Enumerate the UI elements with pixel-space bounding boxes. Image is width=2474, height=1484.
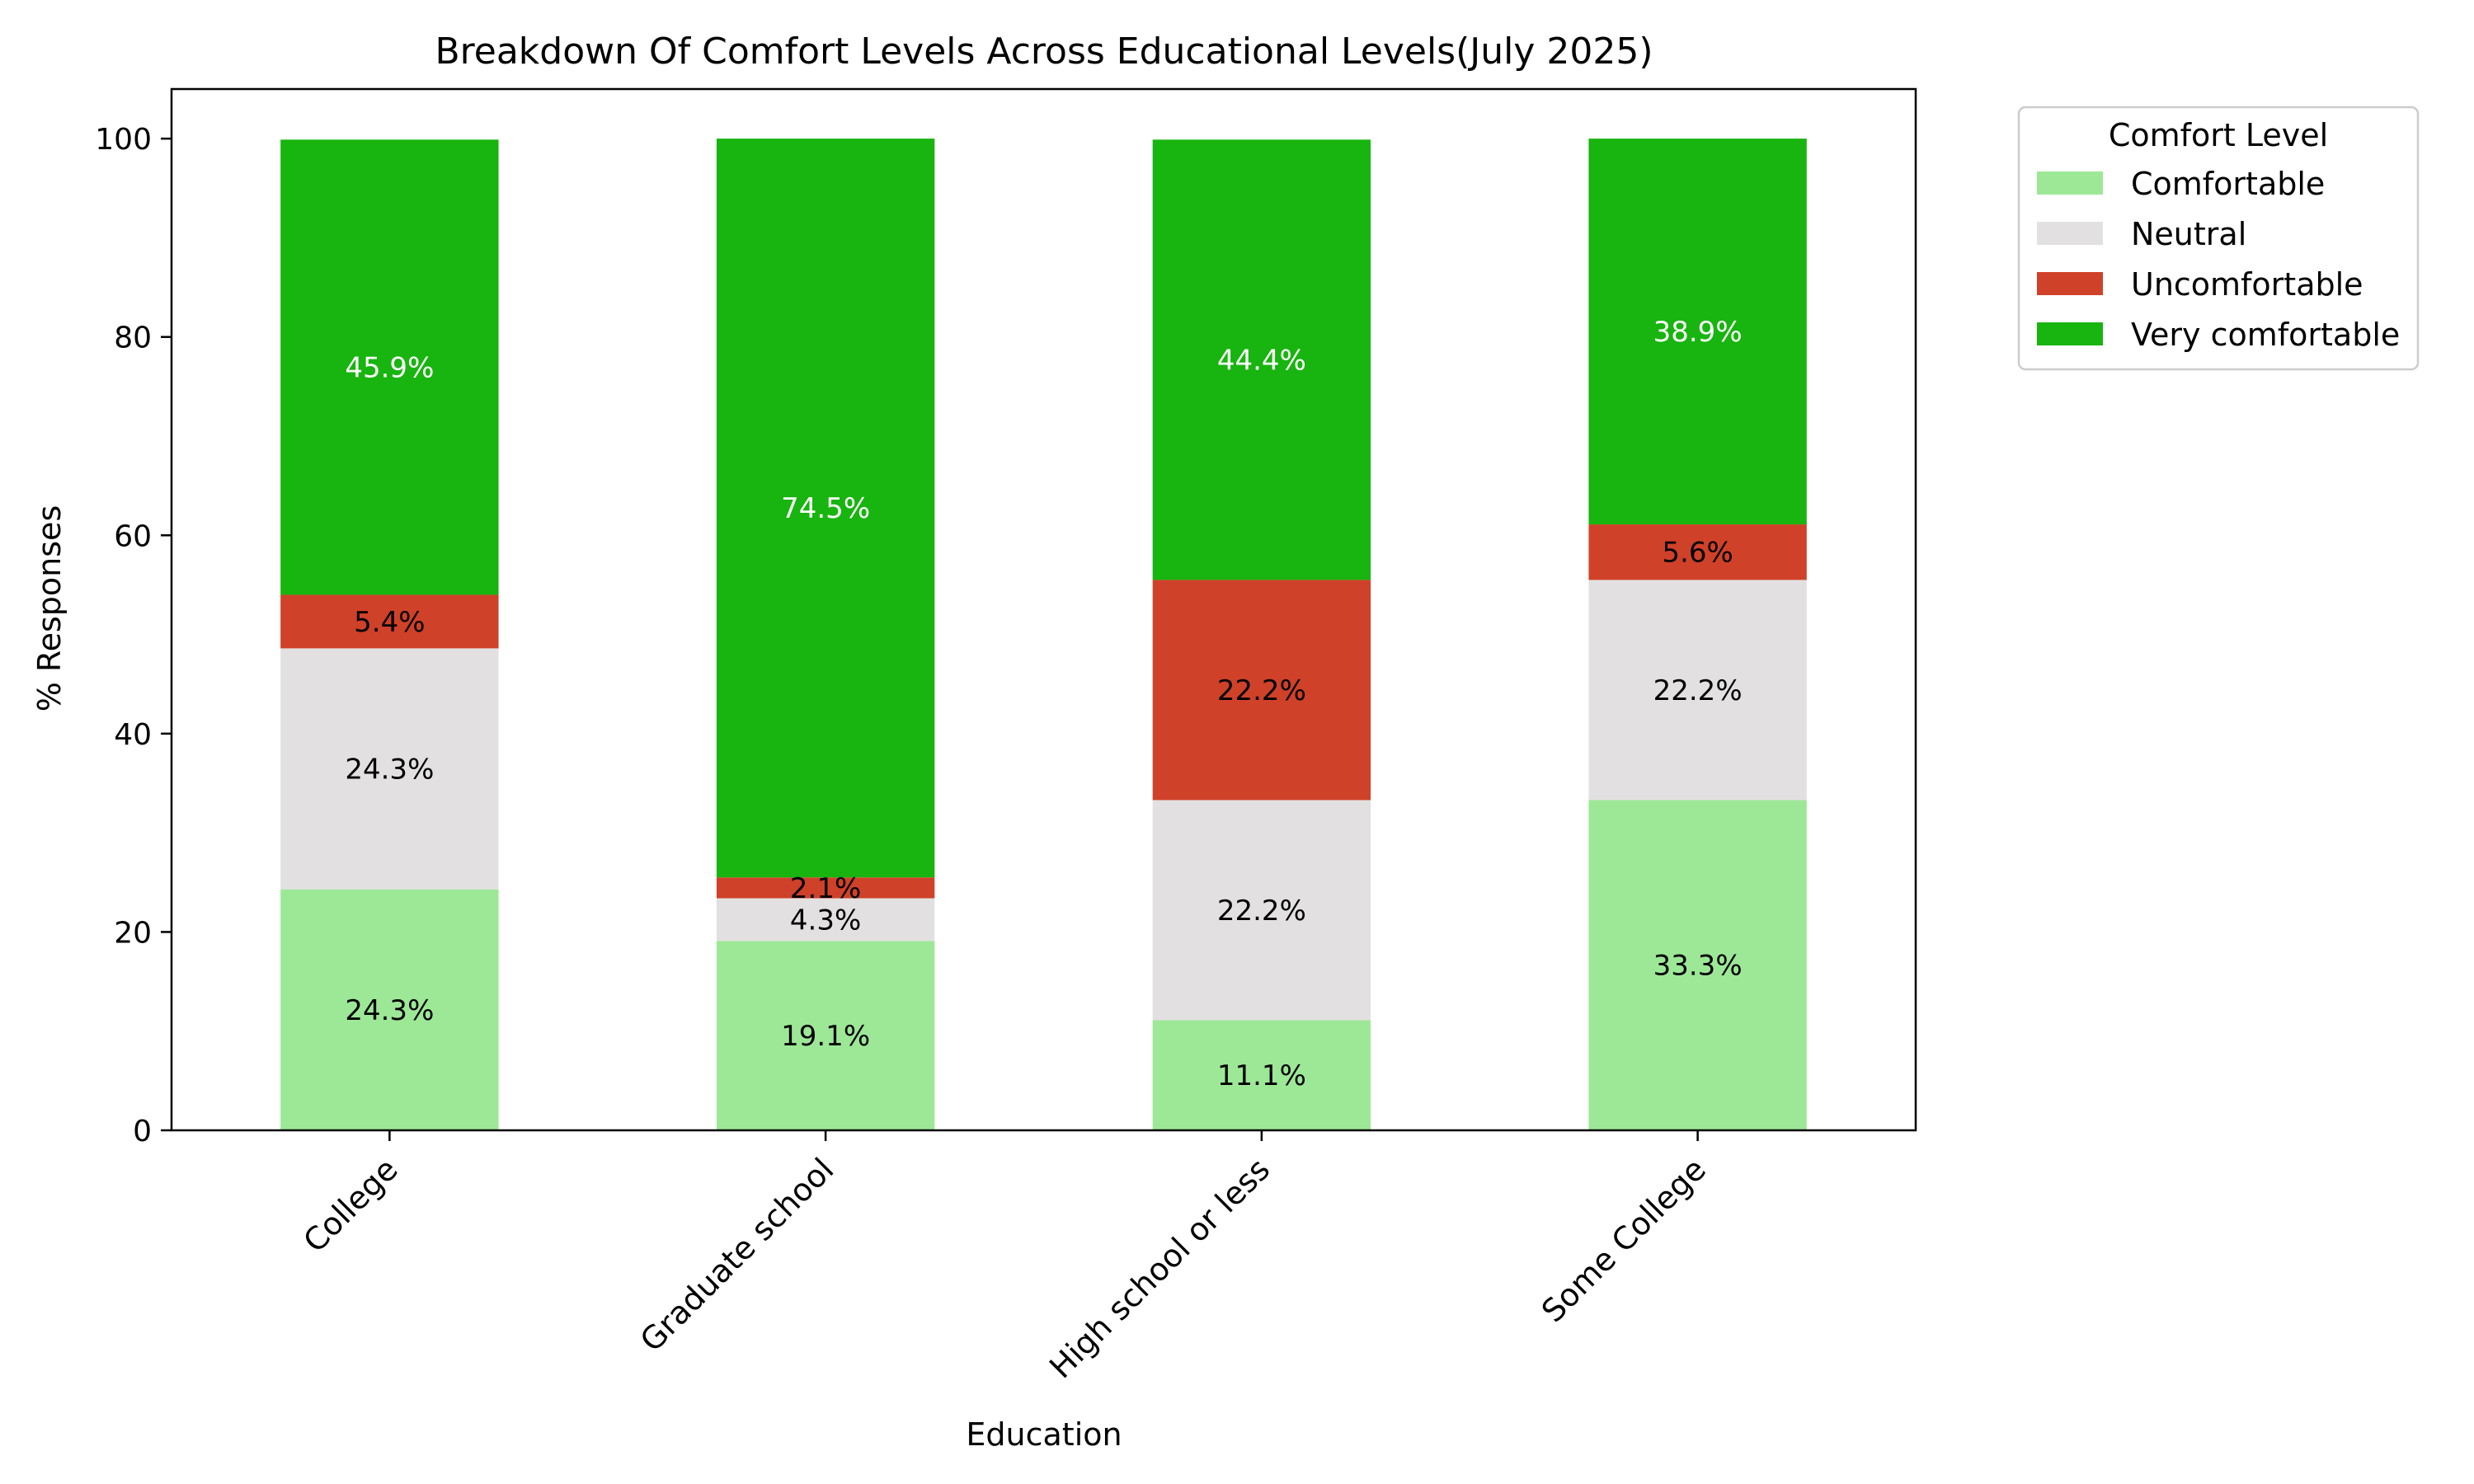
y-axis: 0 20 40 60 80 100: [95, 123, 172, 1148]
data-label-uncomfortable-graduate-school: 2.1%: [790, 872, 861, 905]
bar-neutral-graduate-school: [716, 898, 935, 942]
data-label-neutral-college: 24.3%: [345, 754, 434, 787]
data-label-very-comfortable-graduate-school: 74.5%: [781, 492, 870, 525]
bar-uncomfortable-graduate-school: [716, 877, 935, 899]
bar-neutral-high-school-or-less: [1152, 800, 1371, 1021]
data-label-uncomfortable-high-school-or-less: 22.2%: [1217, 674, 1306, 707]
legend-swatch-uncomfortable: [2037, 272, 2103, 295]
bar-labels-layer: 24.3% 24.3% 5.4% 45.9% 19.1% 4.3%2.1% 74.5% 11.…: [345, 316, 1742, 1092]
legend: Comfort Level Comfortable Neutral Uncomfor…: [2017, 106, 2420, 371]
data-label-comfortable-some-college: 33.3%: [1653, 950, 1743, 983]
data-label-comfortable-graduate-school: 19.1%: [781, 1020, 870, 1053]
data-label-very-comfortable-college: 45.9%: [345, 351, 434, 384]
data-label-very-comfortable-some-college: 38.9%: [1653, 316, 1743, 349]
data-label-uncomfortable-some-college: 5.6%: [1662, 537, 1733, 570]
legend-swatch-comfortable: [2037, 171, 2103, 195]
y-tick-label-80: 80: [114, 322, 152, 355]
legend-items: Comfortable Neutral Uncomfortable Very comf…: [2037, 166, 2400, 353]
bar-neutral-some-college: [1588, 580, 1807, 801]
bar-uncomfortable-some-college: [1588, 524, 1807, 580]
legend-swatch-neutral: [2037, 222, 2103, 245]
bar-very-comfortable-some-college: [1588, 139, 1807, 525]
data-label-very-comfortable-high-school-or-less: 44.4%: [1217, 344, 1306, 377]
bar-comfortable-high-school-or-less: [1152, 1020, 1371, 1130]
bar-uncomfortable-high-school-or-less: [1152, 580, 1371, 801]
bar-neutral-college: [280, 648, 499, 890]
legend-label-neutral: Neutral: [2131, 216, 2246, 252]
bar-comfortable-graduate-school: [716, 941, 935, 1130]
y-tick-label-40: 40: [114, 718, 152, 752]
bar-very-comfortable-high-school-or-less: [1152, 139, 1371, 580]
data-label-uncomfortable-college: 5.4%: [354, 606, 425, 639]
data-label-neutral-high-school-or-less: 22.2%: [1217, 895, 1306, 928]
y-tick-label-60: 60: [114, 519, 152, 553]
bar-comfortable-some-college: [1588, 800, 1807, 1130]
legend-swatch-very-comfortable: [2037, 322, 2103, 345]
plot-frame: [170, 87, 1917, 1132]
legend-frame: [2017, 106, 2420, 371]
bar-uncomfortable-college: [280, 594, 499, 649]
legend-label-very-comfortable: Very comfortable: [2131, 317, 2400, 353]
legend-title: Comfort Level: [2109, 117, 2328, 153]
bar-very-comfortable-college: [280, 139, 499, 595]
data-label-comfortable-high-school-or-less: 11.1%: [1217, 1059, 1306, 1092]
y-tick-label-100: 100: [95, 123, 152, 157]
legend-label-uncomfortable: Uncomfortable: [2131, 266, 2363, 303]
data-label-comfortable-college: 24.3%: [345, 994, 434, 1027]
y-axis-label: % Responses: [31, 505, 68, 712]
bars-layer: [280, 139, 1807, 1130]
chart-title: Breakdown Of Comfort Levels Across Educa…: [435, 31, 1653, 73]
legend-label-comfortable: Comfortable: [2131, 166, 2325, 202]
y-tick-label-0: 0: [133, 1115, 152, 1148]
y-tick-label-20: 20: [114, 916, 152, 950]
bar-comfortable-college: [280, 889, 499, 1130]
bar-very-comfortable-graduate-school: [716, 139, 935, 878]
x-axis-label: Education: [966, 1416, 1122, 1453]
data-label-neutral-some-college: 22.2%: [1653, 674, 1743, 707]
data-label-neutral-graduate-school: 4.3%: [790, 904, 861, 937]
